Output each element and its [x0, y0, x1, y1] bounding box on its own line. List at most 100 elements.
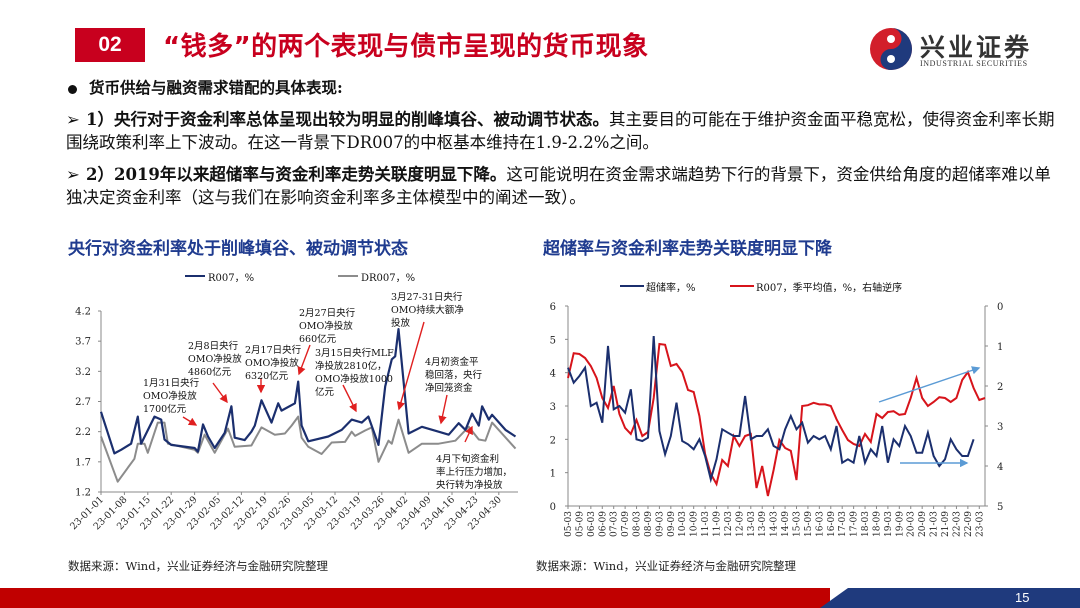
annotation: 2月8日央行 OMO净投放 4860亿元 [188, 341, 242, 378]
bullet-item-text: 这可能说明在资金需求端趋势下行的背景下，资金供给角度的超储率难以单独决定资金利率… [66, 165, 1051, 207]
series-line-excess-reserve [567, 335, 975, 484]
x-tick-label: 22-03 [952, 511, 962, 537]
annotation: 4月下旬资金利 率上行压力增加， 央行转为净投放 [436, 454, 513, 491]
y-tick-label: 4.2 [75, 307, 91, 318]
right-chart-source: 数据来源：Wind，兴业证券经济与金融研究院整理 [536, 559, 797, 573]
x-tick-label: 05-03 [564, 511, 574, 537]
company-logo: 兴业证券 INDUSTRIAL SECURITIES [868, 26, 1058, 72]
annotation: 4月初资金平 稳回落，央行 净回笼资金 [425, 357, 483, 394]
annotation-arrow [396, 321, 425, 411]
footer-bar-red [0, 588, 830, 608]
x-tick-label: 17-03 [838, 511, 848, 537]
x-tick-label: 18-09 [872, 511, 882, 537]
logo-swirl-icon [870, 28, 912, 70]
y-tick-label: 1.2 [75, 488, 91, 499]
x-tick-label: 06-09 [598, 511, 608, 537]
logo-text-cn: 兴业证券 [920, 33, 1033, 62]
bullet-heading-text: 货币供给与融资需求错配的具体表现: [89, 78, 343, 97]
trend-arrow-up [878, 366, 981, 403]
x-tick-label: 19-03 [884, 511, 894, 537]
annotation: 3月27-31日央行 OMO持续大额净 投放 [391, 292, 464, 329]
x-tick-label: 23-03 [975, 511, 985, 537]
x-tick-label: 11-03 [701, 511, 711, 537]
bullet-item-1: ➢ 1）央行对于资金利率总体呈现出较为明显的削峰填谷、被动调节状态。其主要目的可能… [66, 108, 1066, 154]
x-tick-label: 18-03 [861, 511, 871, 537]
annotation-arrow [297, 344, 311, 376]
series-line-dr007 [100, 415, 517, 483]
x-tick-label: 14-09 [781, 511, 791, 537]
x-tick-label: 13-03 [747, 511, 757, 537]
y-tick-label: 2 [550, 435, 556, 446]
y-tick-label: 0 [550, 502, 556, 513]
x-tick-label: 12-09 [735, 511, 745, 537]
x-tick-label: 16-09 [827, 511, 837, 537]
x-tick-label: 22-09 [964, 511, 974, 537]
arrow-bullet-icon: ➢ [66, 110, 80, 129]
legend-swatch-r007-quarterly [730, 285, 754, 287]
legend-dr007: DR007，% [361, 273, 416, 284]
annotation: 2月27日央行 OMO净投放 660亿元 [299, 308, 356, 345]
y-tick-label: 3 [550, 402, 556, 413]
series-line-r007-quarterly [567, 342, 986, 497]
annotation-arrows [182, 321, 473, 443]
y-tick-label: 1 [550, 469, 556, 480]
y-tick-label: 5 [550, 335, 556, 346]
bullet-item-bold: 2）2019年以来超储率与资金利率走势关联度明显下降。 [86, 165, 507, 184]
x-tick-label: 17-09 [850, 511, 860, 537]
x-tick-label: 21-09 [941, 511, 951, 537]
x-tick-label: 05-09 [575, 511, 585, 537]
annotation-arrow [212, 382, 228, 404]
x-tick-label: 20-09 [918, 511, 928, 537]
y2-tick-label: 4 [997, 462, 1003, 473]
annotation-arrow [182, 416, 198, 426]
bullet-item-text: 其主要目的可能在于维护资金面平稳宽松，使得资金利率长期围绕政策利率上下波动。在这… [66, 110, 1055, 152]
y-tick-label: 3.2 [75, 367, 91, 378]
trend-arrows [878, 366, 981, 468]
annotation-arrow [438, 394, 448, 425]
bullet-item-2: ➢ 2）2019年以来超储率与资金利率走势关联度明显下降。这可能说明在资金需求端趋… [66, 163, 1066, 209]
legend-r007-quarterly: R007，季平均值，%，右轴逆序 [756, 283, 903, 294]
x-tick-label: 15-09 [804, 511, 814, 537]
x-tick-label: 11-09 [713, 511, 723, 537]
x-tick-label: 12-03 [724, 511, 734, 537]
x-tick-label: 13-09 [758, 511, 768, 537]
y2-tick-label: 1 [997, 342, 1003, 353]
bullet-heading: 货币供给与融资需求错配的具体表现: [68, 76, 343, 98]
y-tick-label: 3.7 [75, 337, 91, 348]
y-tick-label: 1.7 [75, 457, 91, 468]
x-tick-label: 07-09 [621, 511, 631, 537]
arrow-bullet-icon: ➢ [66, 165, 80, 184]
right-chart: 0 1 2 3 4 5 6 0 1 2 3 4 5 05-03 05-09 06-03 06-09 07-03 07… [550, 302, 1004, 537]
section-number: 02 [75, 28, 145, 62]
x-tick-label: 09-09 [667, 511, 677, 537]
y2-tick-label: 3 [997, 422, 1003, 433]
x-tick-label: 06-03 [587, 511, 597, 537]
x-tick-label: 16-03 [815, 511, 825, 537]
y-tick-label: 4 [550, 369, 556, 380]
legend-r007: R007，% [208, 273, 255, 284]
annotation-arrow [464, 425, 473, 443]
y2-tick-label: 2 [997, 382, 1003, 393]
x-tick-label: 15-03 [792, 511, 802, 537]
x-tick-label: 08-09 [644, 511, 654, 537]
x-tick-label: 07-03 [610, 511, 620, 537]
y2-tick-label: 5 [997, 502, 1003, 513]
legend-swatch-dr007 [338, 275, 358, 277]
x-tick-label: 20-03 [907, 511, 917, 537]
x-tick-label: 10-03 [678, 511, 688, 537]
bullet-item-bold: 1）央行对于资金利率总体呈现出较为明显的削峰填谷、被动调节状态。 [86, 110, 609, 129]
left-chart-source: 数据来源：Wind，兴业证券经济与金融研究院整理 [68, 559, 329, 573]
x-tick-label: 14-03 [770, 511, 780, 537]
annotation-arrow [342, 384, 357, 413]
x-tick-label: 19-09 [895, 511, 905, 537]
annotation: 3月15日央行MLF 净投放2810亿， OMO净投放1000 亿元 [315, 348, 394, 398]
legend-excess-reserve: 超储率，% [646, 283, 696, 294]
bullet-dot-icon [68, 84, 77, 94]
x-tick-label: 09-03 [655, 511, 665, 537]
legend-swatch-r007 [185, 275, 205, 277]
y-tick-label: 2.2 [75, 427, 91, 438]
left-chart: 1.21.72.22.73.23.74.223-01-0123-01-0823-… [68, 307, 518, 532]
right-chart-title: 超储率与资金利率走势关联度明显下降 [543, 239, 832, 259]
logo-text-en: INDUSTRIAL SECURITIES [920, 59, 1028, 68]
